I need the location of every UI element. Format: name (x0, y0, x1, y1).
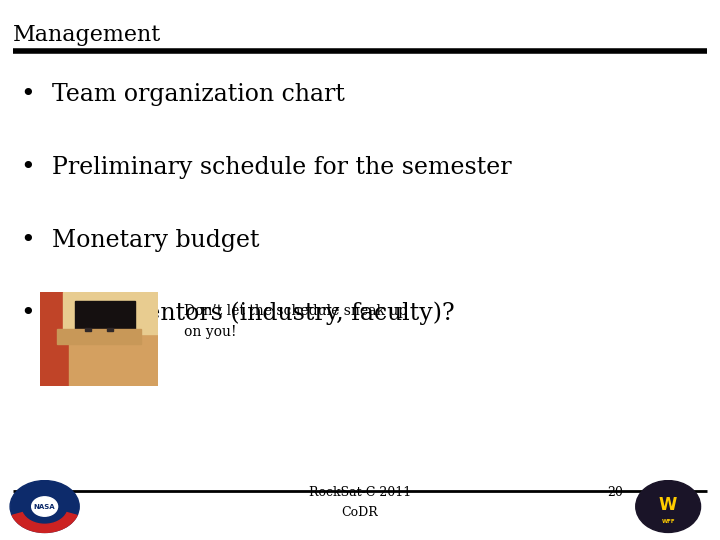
Wedge shape (12, 512, 77, 532)
Text: Don’t let the schedule sneak up: Don’t let the schedule sneak up (184, 303, 407, 318)
Text: NASA: NASA (34, 503, 55, 510)
Text: RockSat-C 2011: RockSat-C 2011 (309, 487, 411, 500)
Text: •: • (20, 302, 35, 325)
Text: •: • (20, 229, 35, 252)
Bar (69, 329, 158, 386)
Bar (85, 327, 91, 332)
Text: on you!: on you! (184, 325, 236, 339)
Text: WFF: WFF (662, 519, 675, 524)
Bar (63, 292, 158, 334)
Text: CoDR: CoDR (341, 507, 379, 519)
Bar (58, 329, 140, 343)
Text: •: • (20, 156, 35, 179)
Text: Management: Management (13, 24, 161, 46)
Circle shape (10, 481, 79, 532)
Bar (40, 292, 69, 386)
Bar (76, 301, 135, 339)
Text: 20: 20 (608, 487, 624, 500)
Text: Team organization chart: Team organization chart (52, 83, 345, 106)
Text: •: • (20, 83, 35, 106)
Text: Preliminary schedule for the semester: Preliminary schedule for the semester (52, 156, 511, 179)
Text: Team mentors (industry, faculty)?: Team mentors (industry, faculty)? (52, 301, 454, 325)
Bar (107, 327, 113, 332)
Circle shape (32, 497, 58, 516)
Text: W: W (659, 496, 678, 515)
Ellipse shape (636, 481, 701, 532)
Text: Monetary budget: Monetary budget (52, 229, 259, 252)
